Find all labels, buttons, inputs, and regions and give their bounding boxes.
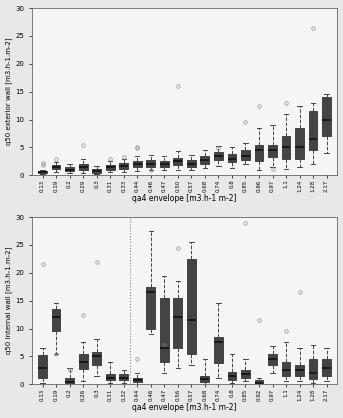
PathPatch shape (282, 362, 291, 376)
PathPatch shape (92, 168, 101, 173)
PathPatch shape (160, 298, 169, 362)
PathPatch shape (119, 374, 128, 380)
PathPatch shape (106, 374, 115, 380)
PathPatch shape (227, 154, 236, 163)
X-axis label: qa4 envelope [m3.h-1 m-2]: qa4 envelope [m3.h-1 m-2] (132, 403, 237, 413)
PathPatch shape (52, 165, 60, 169)
PathPatch shape (146, 287, 155, 329)
PathPatch shape (146, 160, 155, 167)
PathPatch shape (65, 167, 74, 171)
PathPatch shape (133, 378, 142, 382)
PathPatch shape (133, 161, 142, 167)
PathPatch shape (92, 352, 101, 365)
PathPatch shape (255, 380, 263, 384)
PathPatch shape (309, 111, 318, 150)
PathPatch shape (52, 309, 60, 331)
PathPatch shape (282, 136, 291, 158)
PathPatch shape (200, 376, 209, 382)
PathPatch shape (322, 359, 331, 376)
PathPatch shape (241, 150, 250, 160)
PathPatch shape (227, 372, 236, 380)
PathPatch shape (79, 163, 87, 170)
PathPatch shape (295, 128, 304, 158)
PathPatch shape (187, 160, 196, 167)
PathPatch shape (309, 359, 318, 379)
PathPatch shape (200, 156, 209, 164)
PathPatch shape (268, 354, 277, 365)
PathPatch shape (214, 152, 223, 160)
PathPatch shape (241, 370, 250, 377)
PathPatch shape (65, 377, 74, 384)
PathPatch shape (268, 145, 277, 158)
X-axis label: qa4 envelope [m3.h-1 m-2]: qa4 envelope [m3.h-1 m-2] (132, 194, 237, 204)
PathPatch shape (214, 337, 223, 363)
Y-axis label: q50 internal wall [m3.h-1.m-2]: q50 internal wall [m3.h-1.m-2] (5, 247, 12, 354)
PathPatch shape (38, 355, 47, 377)
PathPatch shape (187, 259, 196, 354)
PathPatch shape (255, 145, 263, 161)
PathPatch shape (174, 298, 182, 348)
PathPatch shape (79, 354, 87, 369)
Y-axis label: q50 exterior wall [m3.h-1.m-2]: q50 exterior wall [m3.h-1.m-2] (5, 38, 12, 145)
PathPatch shape (119, 163, 128, 168)
PathPatch shape (160, 161, 169, 167)
PathPatch shape (106, 165, 115, 170)
PathPatch shape (295, 365, 304, 376)
PathPatch shape (38, 171, 47, 173)
PathPatch shape (174, 158, 182, 165)
PathPatch shape (322, 97, 331, 136)
